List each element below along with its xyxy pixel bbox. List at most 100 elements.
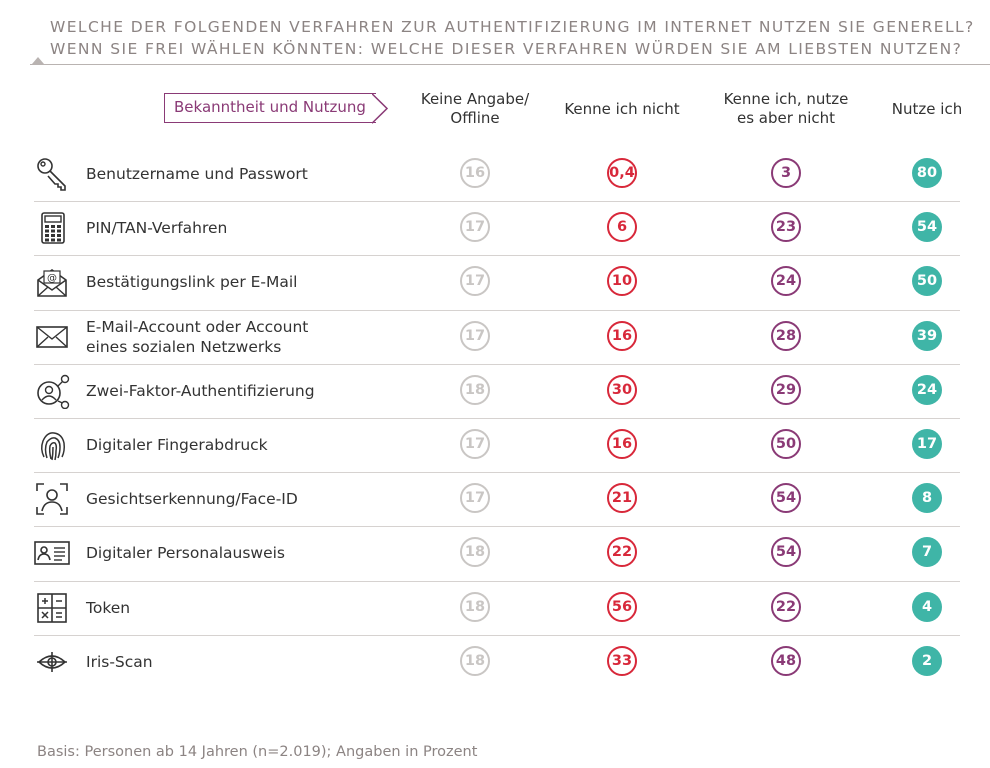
value-circle-nutze: 50 [912,266,942,297]
value-circle-kenne-nicht: 21 [607,483,637,514]
table-row: Benutzername und Passwort 16 0,4 3 80 [30,147,960,201]
fingerprint-icon [34,427,70,463]
value-circle-nutze: 54 [912,212,942,243]
row-label: Gesichtserkennung/Face-ID [86,489,298,509]
value-circle-kenne-nutze-nicht: 3 [771,158,801,188]
value-circle-keine-angabe: 17 [460,320,490,351]
email-link-icon: @ [34,264,70,300]
value-circle-kenne-nutze-nicht: 22 [771,591,801,622]
value-circle-nutze: 7 [912,537,942,568]
value-circle-keine-angabe: 16 [460,158,490,188]
value-circle-kenne-nicht: 30 [607,374,637,405]
table-row: Token 18 56 22 4 [30,581,960,635]
calculator-icon [34,210,70,246]
table-row: Digitaler Fingerabdruck 17 16 50 17 [30,418,960,472]
value-circle-kenne-nicht: 10 [607,266,637,297]
row-divider [34,526,960,528]
key-icon [34,156,70,192]
table-row: Digitaler Personalausweis 18 22 54 7 [30,526,960,580]
column-header-line: es aber nicht [737,109,835,127]
value-circle-kenne-nicht: 0,4 [607,158,637,188]
row-label-line: Zwei-Faktor-Authentifizierung [86,381,315,400]
value-circle-kenne-nutze-nicht: 54 [771,483,801,514]
value-circle-keine-angabe: 17 [460,429,490,459]
table-row: Gesichtserkennung/Face-ID 17 21 54 8 [30,472,960,526]
token-icon [34,590,70,626]
row-divider [34,255,960,257]
column-header-keine-angabe: Keine Angabe/Offline [400,90,550,128]
table-row: Iris-Scan 18 33 48 2 [30,635,960,689]
two-factor-icon [34,373,70,409]
value-circle-kenne-nutze-nicht: 54 [771,537,801,568]
row-divider [34,418,960,419]
value-circle-keine-angabe: 18 [460,374,490,405]
row-label-line: Digitaler Personalausweis [86,544,285,563]
value-circle-keine-angabe: 18 [460,591,490,622]
value-circle-nutze: 4 [912,591,942,622]
row-label: Token [86,598,130,618]
row-divider [34,363,960,365]
category-tag-arrow [372,93,389,124]
row-label: Iris-Scan [86,652,153,672]
table-row: @ Bestätigungslink per E-Mail 17 10 24 50 [30,255,960,309]
row-divider [34,634,960,636]
column-header-kenne-nutze-nicht: Kenne ich, nutze es aber nicht [711,90,861,128]
value-circle-keine-angabe: 18 [460,537,490,568]
row-label: Digitaler Fingerabdruck [86,435,268,455]
value-circle-keine-angabe: 18 [460,645,490,676]
value-circle-kenne-nutze-nicht: 23 [771,212,801,243]
row-divider [34,309,960,311]
value-circle-kenne-nutze-nicht: 28 [771,320,801,351]
column-header-line: Offline [450,109,500,127]
title-divider [30,64,990,65]
table-row: Zwei-Faktor-Authentifizierung 18 30 29 24 [30,364,960,418]
row-label-line: eines sozialen Netzwerks [86,337,282,356]
row-divider [34,201,960,203]
row-label-line: PIN/TAN-Verfahren [86,219,228,238]
title-line-1: WELCHE DER FOLGENDEN VERFAHREN ZUR AUTHE… [50,18,975,36]
row-divider [34,472,960,474]
table-row: PIN/TAN-Verfahren 17 6 23 54 [30,201,960,255]
id-card-icon [34,535,70,571]
row-label: Digitaler Personalausweis [86,543,285,563]
value-circle-nutze: 8 [912,483,942,514]
value-circle-nutze: 17 [912,429,942,459]
row-label-line: Token [86,598,131,617]
svg-text:@: @ [47,273,57,284]
title-line-2: WENN SIE FREI WÄHLEN KÖNNTEN: WELCHE DIE… [50,40,963,58]
column-header-line: Kenne ich, nutze [723,90,849,108]
value-circle-kenne-nicht: 16 [607,320,637,351]
value-circle-nutze: 24 [912,374,942,405]
face-id-icon [34,481,70,517]
eye-scan-icon [34,644,70,680]
column-header-line: Keine Angabe/ [420,90,530,108]
value-circle-kenne-nutze-nicht: 50 [771,429,801,459]
value-circle-keine-angabe: 17 [460,212,490,243]
category-tag-box [164,93,376,123]
chart-title: WELCHE DER FOLGENDEN VERFAHREN ZUR AUTHE… [50,16,980,60]
row-label-line: Benutzername und Passwort [86,165,308,183]
value-circle-kenne-nicht: 6 [607,212,637,243]
column-header-line: Nutze ich [891,100,963,118]
title-pointer [32,57,44,64]
value-circle-kenne-nicht: 33 [607,645,637,676]
table-row: E-Mail-Account oder Account eines soziale… [30,310,960,364]
value-circle-nutze: 80 [912,158,942,188]
row-label: Zwei-Faktor-Authentifizierung [86,381,315,401]
row-divider [34,580,960,582]
value-circle-kenne-nutze-nicht: 24 [771,266,801,297]
value-circle-kenne-nicht: 22 [607,537,637,568]
category-tag-label: Bekanntheit und Nutzung [174,98,366,116]
row-label: Benutzername und Passwort [86,164,308,184]
row-label-line: Gesichtserkennung/Face-ID [86,490,298,509]
footnote: Basis: Personen ab 14 Jahren (n=2.019); … [37,744,478,760]
column-header-nutze: Nutze ich [852,100,990,119]
row-label: E-Mail-Account oder Account eines soziale… [86,317,308,357]
value-circle-nutze: 39 [912,320,942,351]
row-label: PIN/TAN-Verfahren [86,218,227,238]
value-circle-kenne-nutze-nicht: 48 [771,645,801,676]
value-circle-kenne-nicht: 16 [607,429,637,459]
column-header-line: Kenne ich nicht [564,100,680,118]
value-circle-nutze: 2 [912,645,942,676]
row-label-line: Digitaler Fingerabdruck [86,436,268,454]
